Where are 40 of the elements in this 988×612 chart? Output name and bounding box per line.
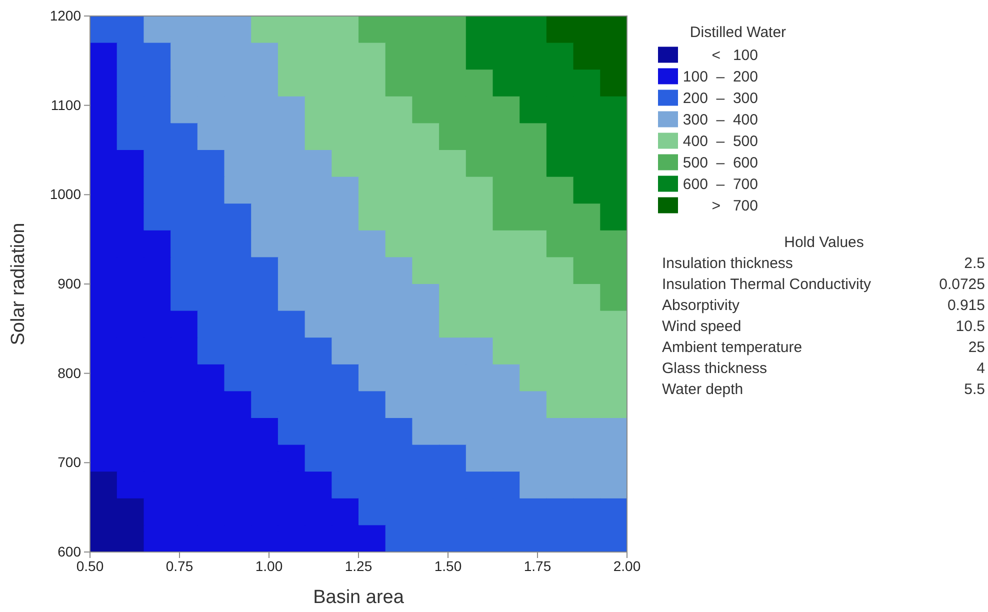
text: Absorptivity [662, 297, 740, 314]
text: Hold Values [784, 234, 864, 251]
x-tick-label: 1.25 [344, 558, 372, 574]
y-tick-label: 1200 [50, 7, 82, 24]
x-tick-label: 1.00 [255, 558, 283, 574]
x-tick-label: 2.00 [613, 558, 641, 574]
text: 0.0725 [939, 276, 985, 293]
x-tick-label: 1.50 [434, 558, 462, 574]
color-bar-label: 400 – 500 [682, 132, 758, 150]
text: 0.915 [947, 297, 985, 314]
color-bar-label: > 700 [712, 197, 758, 214]
x-tick-label: 0.50 [76, 558, 104, 574]
text: Insulation thickness [662, 255, 793, 272]
text: Water depth [662, 381, 744, 398]
text: 25 [968, 339, 985, 356]
text: Insulation Thermal Conductivity [662, 276, 872, 293]
y-tick-label: 700 [58, 454, 82, 470]
text: Wind speed [662, 318, 742, 335]
y-tick-label: 800 [58, 364, 82, 381]
x-tick-label: 0.75 [166, 558, 194, 574]
color-bar-label: < 100 [712, 46, 758, 64]
y-axis-title: Solar radiation [8, 222, 29, 346]
x-axis-title: Basin area [313, 587, 404, 608]
text: 4 [976, 360, 985, 377]
text: 2.5 [964, 255, 985, 272]
y-tick-label: 900 [58, 275, 82, 292]
color-bar-label: 200 – 300 [682, 90, 758, 107]
y-tick-label: 1000 [50, 186, 82, 202]
legend-title: Distilled Water [690, 24, 786, 41]
color-bar-label: 300 – 400 [682, 111, 758, 128]
text: Glass thickness [662, 360, 768, 377]
y-tick-label: 1100 [50, 96, 82, 113]
color-bar-label: 100 – 200 [682, 68, 758, 86]
text: 5.5 [964, 381, 985, 398]
x-tick-label: 1.75 [524, 558, 552, 574]
color-bar-label: 500 – 600 [682, 154, 758, 172]
color-bar-label: 600 – 700 [682, 176, 758, 193]
text: 10.5 [956, 318, 985, 335]
text: Ambient temperature [662, 339, 802, 356]
y-tick-label: 600 [58, 543, 82, 560]
